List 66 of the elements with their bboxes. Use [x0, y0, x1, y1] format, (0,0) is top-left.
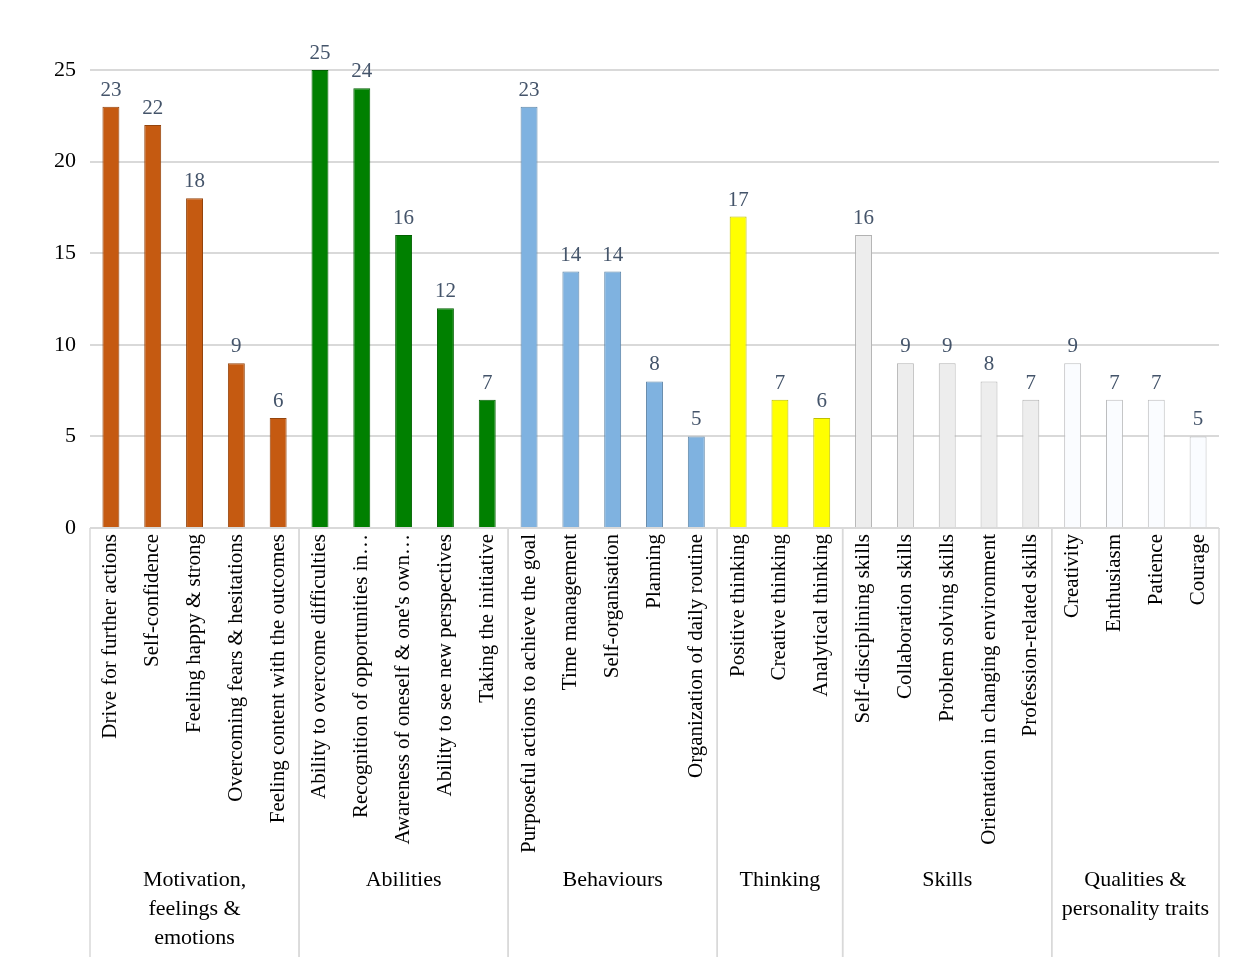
text: Motivation, feelings & emotions [142, 865, 247, 949]
data-label: 7 [774, 369, 786, 394]
data-label: 9 [900, 333, 911, 358]
data-label: 5 [1192, 406, 1204, 431]
x-tick-label: Taking the initiative [473, 534, 498, 703]
x-tick-label: Ability to see new perspectives [431, 534, 456, 797]
data-label: 5 [691, 406, 702, 431]
x-tick-label: Profession-related skills [1017, 534, 1042, 737]
text: Qualities & personality traits [1061, 865, 1209, 920]
data-label: 22 [142, 94, 164, 119]
x-tick-label: Planning [641, 533, 666, 609]
x-tick-label: Analytical thinking [808, 533, 833, 697]
x-tick-label: Purposeful actions to achieve the goal [515, 533, 540, 854]
data-label: 16 [853, 204, 875, 229]
data-label: 7 [481, 369, 493, 394]
y-tick-label: 0 [65, 513, 76, 539]
data-label: 6 [272, 388, 284, 413]
x-tick-label: Organization of daily routine [682, 534, 707, 778]
data-label: 17 [727, 186, 749, 211]
x-tick-label: Feeling happy & strong [181, 533, 206, 733]
data-label: 9 [941, 333, 953, 358]
data-label: 9 [231, 333, 242, 358]
x-tick-label: Problem solving skills [933, 534, 958, 722]
x-tick-label: Creativity [1059, 533, 1084, 618]
x-tick-label: Positive thinking [724, 533, 749, 677]
data-label: 7 [1025, 369, 1037, 394]
y-tick-label: 20 [54, 147, 76, 173]
data-label: 8 [649, 351, 660, 376]
data-label: 6 [816, 388, 828, 413]
data-label: 23 [518, 76, 540, 101]
text: Behaviours [562, 865, 663, 891]
x-tick-label: Self-confidence [139, 534, 164, 667]
data-label: 7 [1151, 369, 1162, 394]
y-tick-label: 25 [54, 55, 76, 81]
x-tick-label: Creative thinking [766, 533, 791, 681]
y-tick-label: 15 [54, 238, 76, 264]
x-tick-label: Enthusiasm [1100, 534, 1125, 633]
x-tick-label: Collaboration skills [891, 534, 916, 700]
x-tick-label: Self-disciplining skills [850, 534, 875, 724]
x-tick-label: Ability to overcome difficulties [306, 534, 331, 799]
x-tick-label: Orientation in changing environment [975, 533, 1000, 845]
x-tick-label: Time management [557, 533, 582, 691]
data-label: 14 [602, 241, 624, 266]
x-tick-label: Patience [1142, 534, 1167, 606]
data-label: 23 [100, 76, 122, 101]
data-label: 7 [1109, 369, 1120, 394]
text: Thinking [739, 865, 821, 891]
x-tick-label: Drive for further actions [97, 534, 122, 739]
data-label: 12 [434, 278, 456, 303]
y-tick-label: 10 [54, 330, 76, 356]
data-label: 24 [351, 58, 373, 83]
x-tick-label: Feeling content with the outcomes [264, 534, 289, 824]
data-label: 14 [560, 241, 582, 266]
x-tick-label: Overcoming fears & hesitations [222, 534, 247, 802]
x-tick-label: Self-organisation [599, 533, 624, 679]
x-tick-label: Recognition of opportunities in… [348, 534, 373, 819]
data-label: 9 [1067, 333, 1078, 358]
y-tick-label: 5 [65, 422, 76, 448]
text: Abilities [365, 865, 442, 891]
data-label: 18 [184, 168, 206, 193]
x-tick-label: Courage [1184, 534, 1209, 606]
data-label: 25 [309, 40, 331, 65]
data-label: 8 [983, 351, 995, 376]
data-label: 16 [393, 204, 415, 229]
text: Skills [922, 865, 973, 891]
x-tick-label: Awareness of oneself & one's own… [390, 534, 415, 845]
